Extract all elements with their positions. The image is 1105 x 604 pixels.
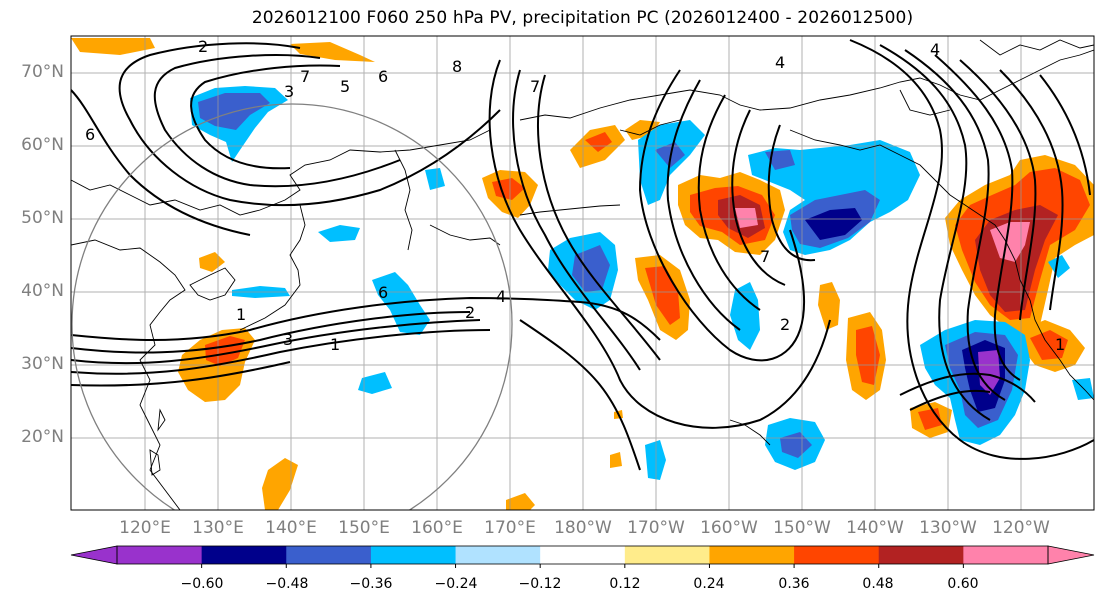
lon-tick-label: 170°W [627,518,685,538]
lon-tick-label: 120°E [119,518,171,538]
colorbar-frame [116,545,1049,565]
colorbar-swatch [201,546,287,564]
colorbar-extend-min [70,545,118,565]
colorbar-label: −0.36 [349,576,393,592]
lon-tick-label: 120°W [992,518,1050,538]
colorbar-swatch [117,546,203,564]
lat-tick-label: 20°N [21,427,64,447]
lat-tick-label: 60°N [21,135,64,155]
lon-tick-label: 130°W [919,518,977,538]
colorbar-label: −0.12 [518,576,562,592]
lon-tick-label: 150°E [338,518,390,538]
colorbar [70,545,1095,568]
lat-tick-label: 70°N [21,62,64,82]
precip-blob [572,245,610,292]
map-frame [70,35,1095,511]
colorbar-label: 0.48 [862,576,894,592]
colorbar-swatch [455,546,541,564]
colorbar-swatch [878,546,964,564]
contour-label: 4 [930,40,940,59]
graticule [71,36,1094,510]
colorbar-label: 0.24 [693,576,725,592]
precip-blob [262,458,298,510]
colorbar-swatch [540,546,626,564]
lon-tick-label: 160°W [700,518,758,538]
colorbar-swatch [286,546,372,564]
contour-label-group: 1 2 3 4 5 6 7 8 1 2 3 4 6 7 1 2 4 6 7 [85,37,1065,354]
map-title: 2026012100 F060 250 hPa PV, precipitatio… [251,8,914,28]
lat-tick-label: 30°N [21,354,64,374]
colorbar-label: −0.48 [265,576,309,592]
lon-tick-label: 160°E [411,518,463,538]
contour-label: 1 [236,305,246,324]
precip-blob [978,350,1000,395]
precip-blob [918,408,942,430]
contour-label: 4 [775,53,785,72]
contour-label: 3 [284,82,294,101]
lon-tick-label: 130°E [192,518,244,538]
contour-label: 1 [330,335,340,354]
precip-blob [730,282,760,350]
contour-label: 8 [452,57,462,76]
contour-label: 7 [300,67,310,86]
precip-blob [856,326,880,385]
precip-blob [805,208,862,240]
precip-blob [425,168,445,190]
colorbar-label: 0.60 [947,576,979,592]
contour-label: 3 [283,330,293,349]
contour-label: 1 [1055,335,1065,354]
contour-label: 6 [378,283,388,302]
lon-tick-label: 170°E [484,518,536,538]
colorbar-swatch [624,546,710,564]
precip-blob [372,272,430,335]
lon-tick-label: 140°E [265,518,317,538]
lon-tick-label: 140°W [846,518,904,538]
colorbar-extend-max [1047,545,1095,565]
colorbar-swatch [963,546,1049,564]
precip-blob [585,132,612,152]
colorbar-swatch [709,546,795,564]
pv-contours [71,39,1094,471]
contour-label: 7 [530,77,540,96]
precip-blob [205,336,245,366]
contour-label: 5 [340,77,350,96]
contour-label: 7 [760,247,770,266]
lon-tick-label: 180°W [554,518,612,538]
colorbar-swatch [794,546,880,564]
precip-blob [290,42,375,62]
coastlines [71,39,1094,510]
precip-blob [818,282,840,330]
contour-label: 2 [780,315,790,334]
lat-tick-label: 40°N [21,281,64,301]
contour-label: 2 [465,303,475,322]
precip-blob [1048,255,1070,278]
precip-blob [735,208,758,228]
lon-tick-label: 150°W [773,518,831,538]
precip-blob [506,493,535,510]
contour-label: 6 [378,67,388,86]
domain-circle [71,103,513,510]
contour-label: 6 [85,125,95,144]
colorbar-label: 0.12 [609,576,641,592]
colorbar-label: −0.24 [434,576,478,592]
contour-label: 4 [496,287,506,306]
precip-blob [318,225,360,242]
precip-blob [610,452,622,468]
lat-tick-label: 50°N [21,208,64,228]
contour-label: 2 [198,37,208,56]
colorbar-label: 0.36 [778,576,810,592]
precip-blob [358,372,392,394]
colorbar-label: −0.60 [180,576,224,592]
colorbar-swatch [370,546,457,564]
precip-blob [71,38,155,55]
